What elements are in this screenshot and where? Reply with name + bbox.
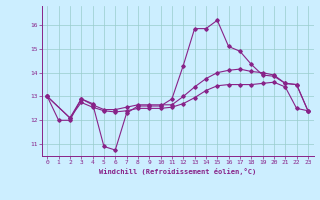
X-axis label: Windchill (Refroidissement éolien,°C): Windchill (Refroidissement éolien,°C)	[99, 168, 256, 175]
